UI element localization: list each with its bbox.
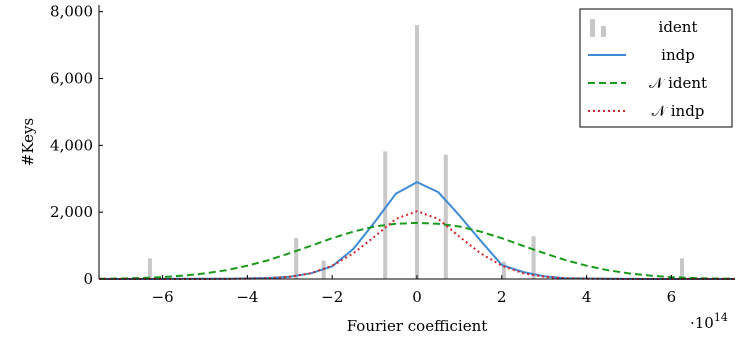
y-tick-label: 2,000 bbox=[50, 203, 93, 221]
y-axis-title: #Keys bbox=[19, 118, 37, 166]
ident-bar bbox=[147, 258, 152, 279]
axes-layer: −6 −4 −2 0 2 4 6 0 2,000 4,000 6,000 8,000 bbox=[50, 3, 735, 306]
legend-label: indp bbox=[661, 46, 695, 64]
lines-layer bbox=[98, 181, 736, 280]
legend-swatch bbox=[590, 19, 595, 37]
y-tick-label: 6,000 bbox=[50, 70, 93, 88]
x-tick-label: 4 bbox=[582, 288, 592, 306]
y-tick-label: 4,000 bbox=[50, 136, 93, 154]
ident-bar bbox=[680, 258, 684, 279]
ident-bar bbox=[294, 237, 299, 279]
x-axis-scale-factor: ·1014 bbox=[690, 311, 728, 332]
x-scale-base: ·10 bbox=[690, 314, 714, 332]
legend: ident indp 𝒩 ident 𝒩 indp bbox=[579, 8, 733, 128]
ident-bar bbox=[415, 25, 419, 279]
ident-bar bbox=[501, 261, 506, 279]
legend-box bbox=[579, 8, 733, 128]
x-scale-exponent: 14 bbox=[714, 311, 728, 324]
y-tick-label: 0 bbox=[83, 270, 93, 288]
x-tick-label: −6 bbox=[152, 288, 174, 306]
y-tick-label: 8,000 bbox=[50, 3, 93, 21]
x-tick-label: 2 bbox=[497, 288, 507, 306]
x-tick-label: 6 bbox=[667, 288, 677, 306]
ident-bar bbox=[383, 151, 388, 279]
x-tick-label: −2 bbox=[321, 288, 343, 306]
series-line-indp bbox=[99, 210, 735, 280]
legend-label: 𝒩 ident bbox=[649, 74, 707, 92]
series-line-ident bbox=[98, 221, 736, 280]
ident-bar bbox=[443, 154, 448, 279]
legend-swatch bbox=[601, 26, 606, 37]
legend-label: 𝒩 indp bbox=[652, 102, 705, 120]
ident-bar bbox=[531, 236, 536, 279]
legend-label: ident bbox=[659, 18, 698, 36]
x-axis-title: Fourier coefficient bbox=[347, 317, 488, 335]
x-tick-label: −4 bbox=[236, 288, 258, 306]
x-tick-label: 0 bbox=[412, 288, 422, 306]
